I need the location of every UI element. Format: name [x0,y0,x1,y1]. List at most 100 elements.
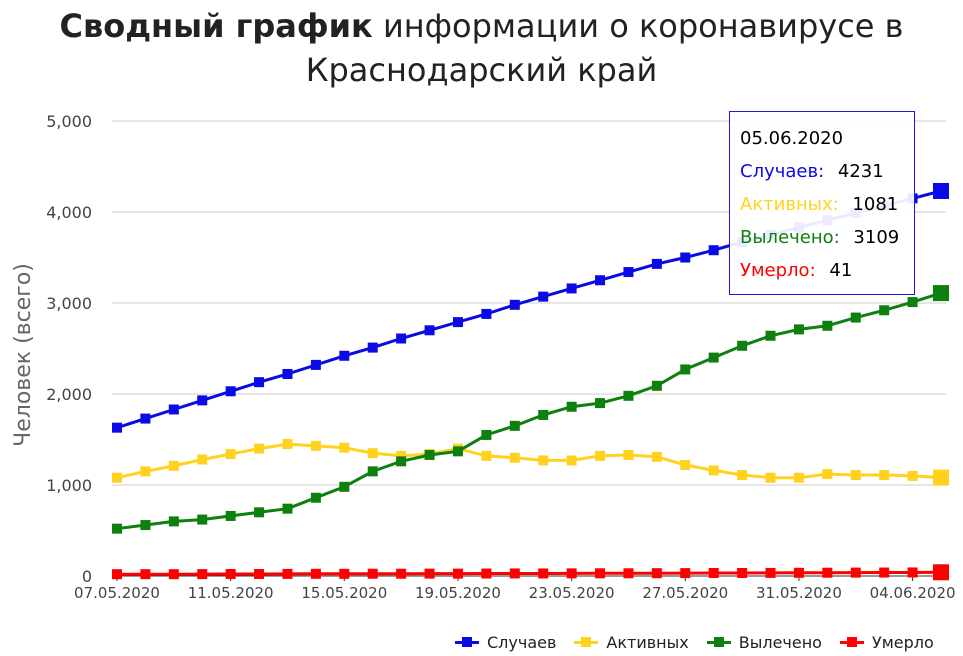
data-point[interactable] [197,454,208,465]
data-point[interactable] [793,472,804,483]
data-point[interactable] [509,420,520,431]
data-point[interactable] [737,567,748,578]
data-point[interactable] [907,297,918,308]
legend-item[interactable]: Умерло [839,633,934,652]
data-point[interactable] [112,422,122,433]
data-point[interactable] [225,386,236,397]
data-point[interactable] [339,442,350,453]
data-point[interactable] [879,305,890,316]
data-point[interactable] [623,449,634,460]
data-point[interactable] [168,569,179,580]
data-point[interactable] [452,568,463,579]
data-point[interactable] [651,568,662,579]
data-point[interactable] [310,440,321,451]
data-point[interactable] [566,568,577,579]
data-point[interactable] [737,340,748,351]
data-point[interactable] [282,568,293,579]
data-point[interactable] [765,330,776,341]
data-point[interactable] [651,380,662,391]
data-point[interactable] [651,451,662,462]
data-point[interactable] [424,449,435,460]
data-point[interactable] [850,567,861,578]
data-point[interactable] [168,516,179,527]
data-point[interactable] [396,456,407,467]
data-point[interactable] [566,455,577,466]
data-point[interactable] [481,429,492,440]
data-point[interactable] [452,317,463,328]
data-point[interactable] [140,520,151,531]
data-point[interactable] [623,568,634,579]
data-point[interactable] [933,469,949,486]
data-point[interactable] [481,308,492,319]
data-point[interactable] [822,469,833,480]
data-point[interactable] [367,448,378,459]
data-point[interactable] [538,409,549,420]
data-point[interactable] [538,568,549,579]
data-point[interactable] [907,567,918,578]
data-point[interactable] [112,472,122,483]
data-point[interactable] [933,564,949,581]
data-point[interactable] [680,459,691,470]
data-point[interactable] [282,503,293,514]
legend-item[interactable]: Вылечено [706,633,822,652]
data-point[interactable] [310,492,321,503]
data-point[interactable] [282,439,293,450]
data-point[interactable] [793,567,804,578]
data-point[interactable] [680,252,691,263]
data-point[interactable] [509,568,520,579]
data-point[interactable] [850,312,861,323]
data-point[interactable] [879,567,890,578]
data-point[interactable] [168,460,179,471]
data-point[interactable] [140,466,151,477]
data-point[interactable] [793,324,804,335]
data-point[interactable] [595,450,606,461]
data-point[interactable] [481,450,492,461]
data-point[interactable] [225,449,236,460]
data-point[interactable] [168,404,179,415]
data-point[interactable] [708,352,719,363]
data-point[interactable] [850,469,861,480]
data-point[interactable] [623,267,634,278]
data-point[interactable] [822,320,833,331]
data-point[interactable] [112,569,122,580]
data-point[interactable] [509,452,520,463]
data-point[interactable] [424,325,435,336]
data-point[interactable] [254,377,265,388]
data-point[interactable] [197,569,208,580]
data-point[interactable] [509,299,520,310]
data-point[interactable] [282,368,293,379]
data-point[interactable] [225,510,236,521]
data-point[interactable] [339,481,350,492]
data-point[interactable] [197,514,208,525]
data-point[interactable] [538,291,549,302]
data-point[interactable] [708,465,719,476]
data-point[interactable] [140,413,151,424]
data-point[interactable] [765,472,776,483]
data-point[interactable] [538,455,549,466]
data-point[interactable] [595,275,606,286]
data-point[interactable] [708,245,719,256]
legend-item[interactable]: Активных [574,633,689,652]
data-point[interactable] [396,568,407,579]
data-point[interactable] [933,285,949,302]
series-2[interactable] [112,439,949,486]
data-point[interactable] [396,333,407,344]
data-point[interactable] [310,359,321,370]
data-point[interactable] [140,569,151,580]
data-point[interactable] [225,568,236,579]
data-point[interactable] [765,567,776,578]
data-point[interactable] [396,450,407,461]
data-point[interactable] [879,469,890,480]
data-point[interactable] [367,342,378,353]
data-point[interactable] [651,258,662,269]
data-point[interactable] [197,395,208,406]
data-point[interactable] [339,350,350,361]
data-point[interactable] [566,283,577,294]
line-chart[interactable]: 0 1,000 2,000 3,000 4,000 5,000 07.05.2020 11.… [0,0,963,628]
data-point[interactable] [595,568,606,579]
data-point[interactable] [822,567,833,578]
series-4[interactable] [112,564,949,581]
data-point[interactable] [254,507,265,518]
data-point[interactable] [367,568,378,579]
data-point[interactable] [595,398,606,409]
